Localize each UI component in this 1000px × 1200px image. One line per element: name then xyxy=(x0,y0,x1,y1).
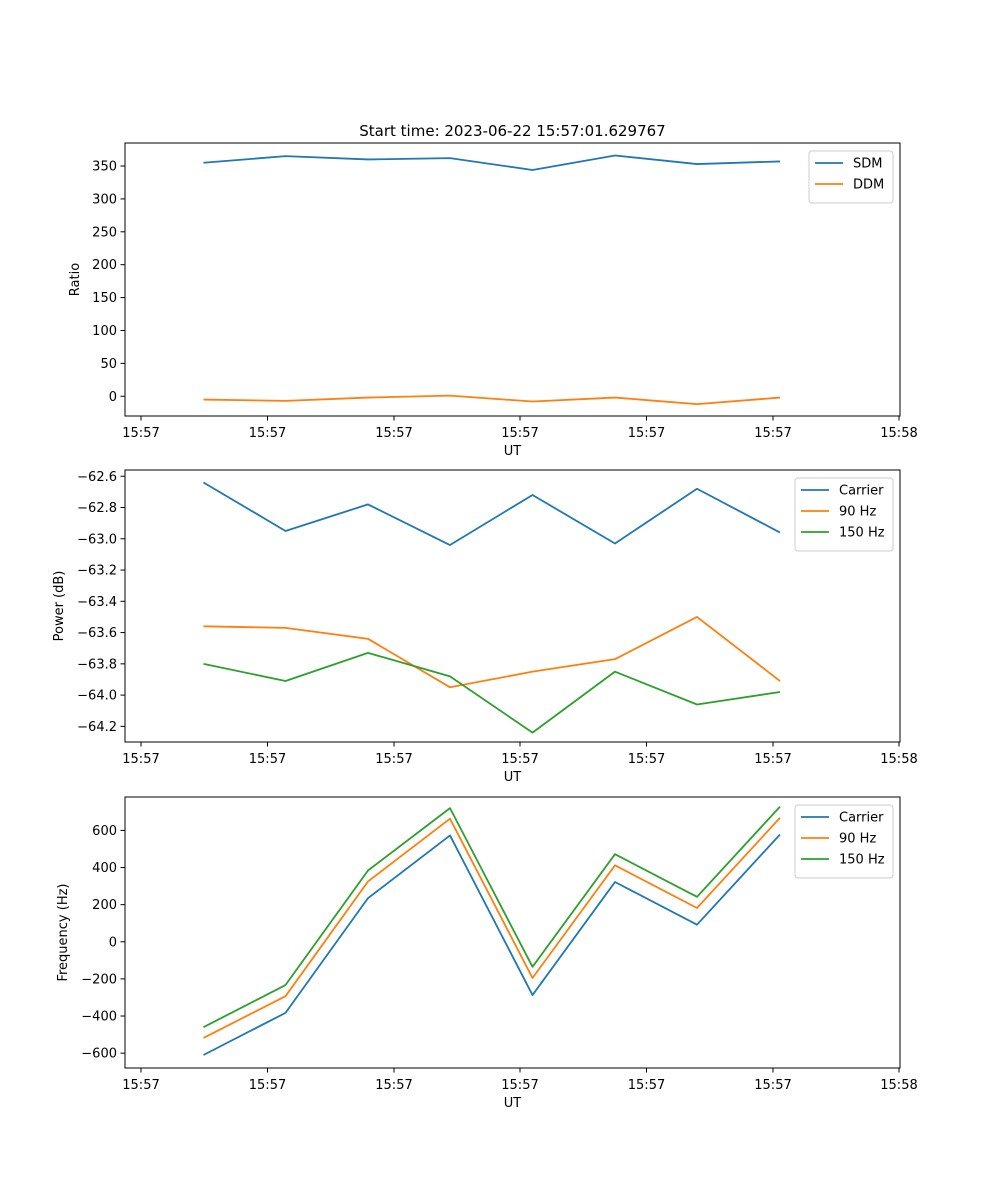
y-tick-label: 350 xyxy=(92,160,117,175)
x-tick-label: 15:57 xyxy=(375,752,412,767)
x-tick-label: 15:57 xyxy=(628,752,665,767)
y-axis-label: Power (dB) xyxy=(52,571,67,642)
y-axis-label: Ratio xyxy=(68,263,83,296)
plot-frame xyxy=(124,142,901,417)
legend-label: 150 Hz xyxy=(839,526,885,541)
y-tick-label: 200 xyxy=(92,898,117,913)
x-tick-label: 15:57 xyxy=(249,752,286,767)
series-line-carrier xyxy=(203,481,781,546)
y-tick-label: 50 xyxy=(100,357,117,372)
y-tick-label: −62.6 xyxy=(77,470,117,485)
x-axis-label: UT xyxy=(504,1096,522,1111)
series-line-sdm xyxy=(203,154,781,171)
x-tick-label: 15:58 xyxy=(880,752,917,767)
legend-label: 90 Hz xyxy=(839,505,876,520)
y-tick-label: −200 xyxy=(81,972,117,987)
series-line-150-hz xyxy=(203,652,781,734)
chart-panel-1: 15:57 15:57 15:57 15:57 15:57 15:57 15:58 0 50 10… xyxy=(68,142,918,459)
y-tick-label: 300 xyxy=(92,192,117,207)
x-tick-label: 15:58 xyxy=(880,426,917,441)
legend-label: SDM xyxy=(853,157,882,172)
series-line-carrier xyxy=(203,833,781,1056)
plot-frame xyxy=(124,796,901,1069)
chart-panel-3: 15:57 15:57 15:57 15:57 15:57 15:57 15:58 −600 −… xyxy=(56,796,918,1111)
y-tick-label: 400 xyxy=(92,861,117,876)
y-tick-label: 0 xyxy=(109,935,117,950)
y-tick-label: −62.8 xyxy=(77,501,117,516)
x-tick-label: 15:57 xyxy=(628,426,665,441)
x-tick-label: 15:57 xyxy=(122,426,159,441)
y-tick-label: −63.8 xyxy=(77,657,117,672)
x-axis-label: UT xyxy=(504,770,522,785)
y-axis-label: Frequency (Hz) xyxy=(56,883,71,981)
y-tick-label: 250 xyxy=(92,225,117,240)
x-axis-label: UT xyxy=(504,444,522,459)
series-line-90-hz xyxy=(203,817,781,1039)
figure-title: Start time: 2023-06-22 15:57:01.629767 xyxy=(359,122,665,140)
legend-label: 90 Hz xyxy=(839,832,876,847)
y-tick-label: −64.0 xyxy=(77,689,117,704)
plot-frame xyxy=(124,469,901,743)
x-tick-label: 15:57 xyxy=(375,426,412,441)
series-line-90-hz xyxy=(203,616,781,689)
y-tick-label: −600 xyxy=(81,1047,117,1062)
y-tick-label: −400 xyxy=(81,1010,117,1025)
y-tick-label: 0 xyxy=(109,390,117,405)
legend-box xyxy=(808,150,894,204)
y-tick-label: −63.2 xyxy=(77,564,117,579)
x-tick-label: 15:57 xyxy=(501,426,538,441)
y-tick-label: −63.0 xyxy=(77,532,117,547)
x-tick-label: 15:57 xyxy=(249,1078,286,1093)
y-tick-label: −64.2 xyxy=(77,720,117,735)
y-tick-label: 150 xyxy=(92,291,117,306)
x-tick-label: 15:57 xyxy=(754,426,791,441)
x-tick-label: 15:57 xyxy=(375,1078,412,1093)
x-tick-label: 15:57 xyxy=(754,752,791,767)
y-tick-label: 600 xyxy=(92,824,117,839)
x-tick-label: 15:57 xyxy=(501,752,538,767)
x-tick-label: 15:57 xyxy=(122,752,159,767)
legend-label: Carrier xyxy=(839,484,884,499)
y-tick-label: 100 xyxy=(92,324,117,339)
chart-panel-2: 15:57 15:57 15:57 15:57 15:57 15:57 15:58 −64.2… xyxy=(52,469,918,785)
x-tick-label: 15:58 xyxy=(880,1078,917,1093)
axes-layer: 15:57 15:57 15:57 15:57 15:57 15:57 15:58 0 50 10… xyxy=(52,142,918,1111)
legend-label: Carrier xyxy=(839,811,884,826)
legend-label: 150 Hz xyxy=(839,853,885,868)
legend-label: DDM xyxy=(853,178,884,193)
y-tick-label: 200 xyxy=(92,258,117,273)
series-line-ddm xyxy=(203,394,781,406)
x-tick-label: 15:57 xyxy=(754,1078,791,1093)
y-tick-label: −63.4 xyxy=(77,595,117,610)
y-tick-label: −63.6 xyxy=(77,626,117,641)
x-tick-label: 15:57 xyxy=(249,426,286,441)
x-tick-label: 15:57 xyxy=(628,1078,665,1093)
x-tick-label: 15:57 xyxy=(501,1078,538,1093)
x-tick-label: 15:57 xyxy=(122,1078,159,1093)
series-line-150-hz xyxy=(203,806,781,1028)
